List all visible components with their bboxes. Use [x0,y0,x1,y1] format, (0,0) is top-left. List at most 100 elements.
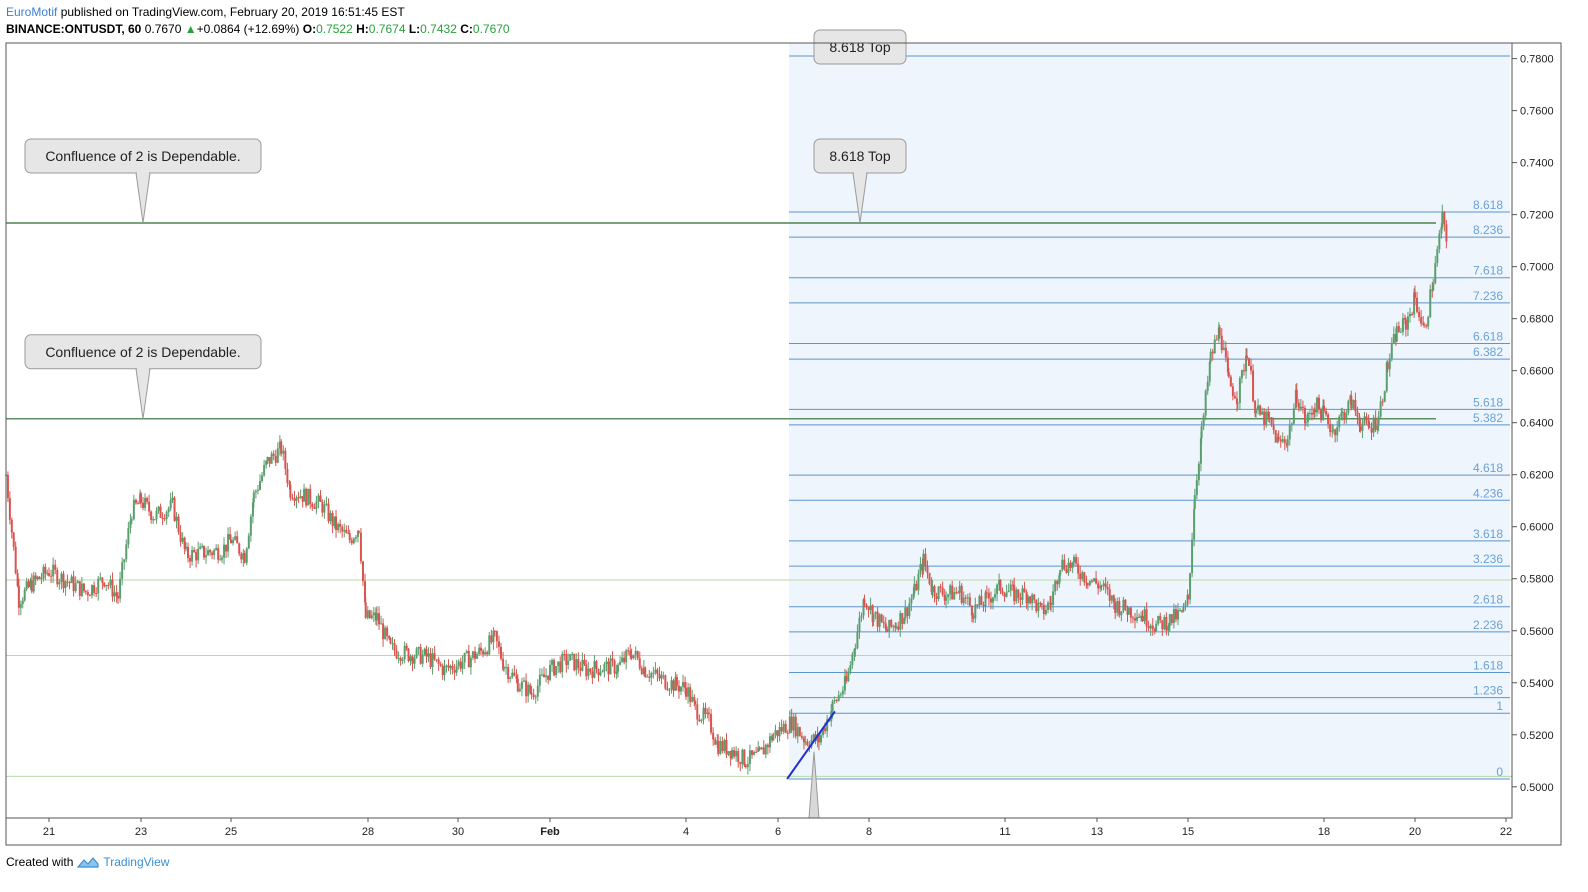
candle-body [1425,325,1428,327]
candle-body [841,690,844,695]
candle-body [710,713,713,733]
candle-body [617,664,619,672]
candle-body [95,593,98,595]
candle-body [6,474,9,499]
fib-level-label: 0 [1496,765,1503,779]
candle-body [955,592,958,594]
candle-body [1313,410,1316,413]
candle-body [1073,556,1075,563]
candle-body [945,597,948,601]
candle-body [725,739,728,755]
candle-body [1408,313,1411,317]
candle-body [953,592,956,600]
time-tick-label: 28 [362,826,374,838]
candle-body [391,643,394,645]
candle-body [619,661,622,665]
candle-body [242,553,245,560]
candle-body [675,676,678,686]
candle-body [1354,399,1357,412]
candle-body [1436,249,1439,264]
candle-body [947,594,950,598]
candle-body [1414,292,1416,298]
candle-body [1208,362,1211,382]
candle-body [646,676,649,678]
candle-body [103,582,106,587]
trend-line[interactable] [786,710,836,780]
candle-body [1095,578,1098,584]
candle-body [658,674,661,679]
callout-joint [137,170,149,174]
candle-body [513,672,516,676]
candle-body [1381,401,1384,403]
candle-body [666,688,669,690]
candle-body [21,600,24,605]
fib-level-label: 8.618 [1473,198,1503,212]
fib-level-label: 5.382 [1473,411,1503,425]
candle-body [599,672,602,676]
candle-body [802,737,805,743]
candle-body [1029,596,1032,604]
candle-body [397,657,400,659]
candle-body [1257,405,1260,411]
candle-body [152,519,155,521]
high-value: 0.7674 [368,22,406,36]
candle-body [411,656,414,664]
price-tick-label: 0.5800 [1520,574,1554,586]
candle-body [933,586,936,597]
candle-body [1338,416,1341,428]
candle-body [680,686,683,692]
price-tick-label: 0.7800 [1520,54,1554,66]
candle-body [746,764,749,768]
candle-body [804,741,807,743]
fib-level-label: 6.618 [1473,330,1503,344]
candle-body [538,674,541,686]
candle-body [1058,575,1061,585]
candle-body [833,700,836,702]
candle-body [636,651,639,659]
candle-body [996,584,999,595]
candle-body [525,680,528,697]
candle-body [1325,411,1328,415]
candle-body [1081,572,1084,579]
candle-body [689,687,692,702]
candle-body [654,669,657,673]
candle-body [1019,597,1022,600]
candle-body [917,574,920,591]
candle-body [1195,480,1198,496]
candle-body [1052,591,1055,605]
candle-body [189,558,192,562]
candle-body [459,661,462,669]
candle-body [129,520,132,529]
fib-level-label: 2.236 [1473,618,1503,632]
candle-body [1440,227,1443,234]
candle-body [1352,399,1355,409]
candle-body [587,668,590,677]
candle-body [82,583,85,591]
candle-body [1418,311,1421,318]
author-link[interactable]: EuroMotif [6,5,58,19]
candle-body [1222,347,1225,351]
candle-body [762,747,765,755]
candle-body [482,650,485,655]
tradingview-brand[interactable]: TradingView [103,855,170,869]
candle-body [998,579,1001,585]
candle-body [1211,351,1214,354]
callout-box[interactable] [813,29,907,65]
candle-body [685,688,687,697]
candle-body [25,581,28,590]
candle-body [1061,559,1064,570]
candle-body [395,650,398,659]
candle-body [364,602,367,618]
candle-body [32,575,35,592]
candle-body [901,613,904,624]
candle-body [536,685,539,697]
candle-body [1179,610,1182,612]
candle-body [286,468,289,483]
candle-body [1209,351,1212,363]
candle-body [347,533,350,535]
candle-body [413,657,416,664]
candle-body [213,550,216,556]
candle-body [982,605,985,607]
candle-body [500,646,503,659]
